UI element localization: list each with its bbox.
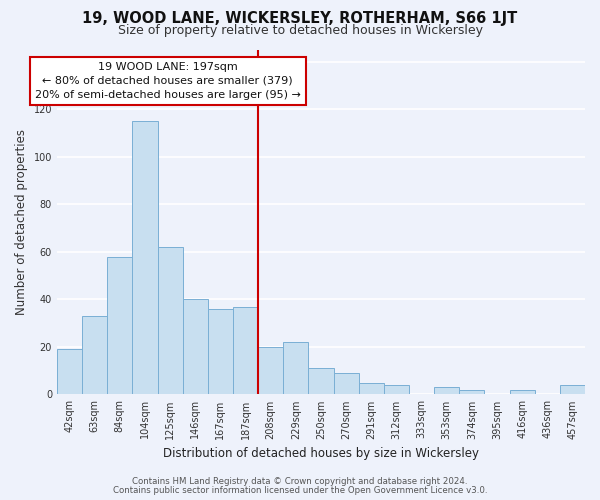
Bar — [57, 350, 82, 395]
Bar — [182, 300, 208, 394]
Bar — [560, 385, 585, 394]
Bar — [509, 390, 535, 394]
Bar — [208, 309, 233, 394]
Bar — [434, 388, 459, 394]
Bar — [133, 122, 158, 394]
Bar — [158, 247, 182, 394]
Bar — [359, 382, 384, 394]
Text: 19 WOOD LANE: 197sqm
← 80% of detached houses are smaller (379)
20% of semi-deta: 19 WOOD LANE: 197sqm ← 80% of detached h… — [35, 62, 301, 100]
Text: Contains public sector information licensed under the Open Government Licence v3: Contains public sector information licen… — [113, 486, 487, 495]
Bar — [233, 306, 258, 394]
Bar — [107, 256, 133, 394]
Bar — [459, 390, 484, 394]
Bar — [283, 342, 308, 394]
Bar — [334, 373, 359, 394]
Text: 19, WOOD LANE, WICKERSLEY, ROTHERHAM, S66 1JT: 19, WOOD LANE, WICKERSLEY, ROTHERHAM, S6… — [82, 11, 518, 26]
Y-axis label: Number of detached properties: Number of detached properties — [15, 129, 28, 315]
Bar — [82, 316, 107, 394]
Text: Contains HM Land Registry data © Crown copyright and database right 2024.: Contains HM Land Registry data © Crown c… — [132, 478, 468, 486]
Bar — [384, 385, 409, 394]
Text: Size of property relative to detached houses in Wickersley: Size of property relative to detached ho… — [118, 24, 482, 37]
Bar — [308, 368, 334, 394]
X-axis label: Distribution of detached houses by size in Wickersley: Distribution of detached houses by size … — [163, 447, 479, 460]
Bar — [258, 347, 283, 395]
